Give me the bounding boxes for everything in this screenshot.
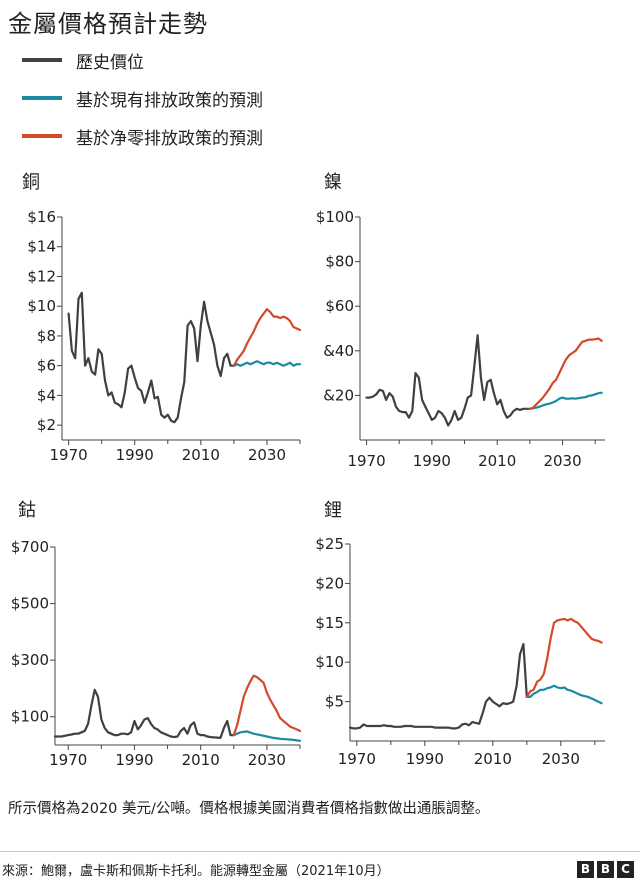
series-line-current-policy: [525, 684, 603, 705]
logo-letter-b1: B: [577, 861, 594, 878]
x-tick-label: 2010: [182, 751, 220, 769]
x-tick-label: 1970: [49, 751, 87, 769]
series-line-historical: [365, 334, 531, 427]
x-tick-label: 2010: [474, 750, 512, 768]
logo-letter-c: C: [617, 861, 634, 878]
y-tick-label: $2: [37, 416, 56, 434]
footnote: 所示價格為2020 美元/公噸。價格根據美國消費者價格指數做出通脹調整。: [8, 801, 490, 817]
legend-label-net-zero: 基於净零排放政策的預測: [76, 129, 263, 149]
x-tick-label: 2010: [478, 452, 516, 470]
nickel-chart: 鎳&20&40 $60 $80 $100 1970 1990 2010 2030: [316, 172, 605, 470]
x-tick-label: 2030: [248, 751, 286, 769]
series-line-net-zero: [528, 337, 603, 410]
x-tick-label: 2030: [542, 750, 580, 768]
y-tick-label: &20: [323, 386, 354, 404]
page-title: 金屬價格預計走勢: [8, 10, 208, 38]
divider: [0, 851, 640, 852]
panel-title: 鋰: [324, 500, 342, 521]
y-tick-label: $10: [27, 297, 56, 315]
series-line-historical: [67, 291, 235, 424]
y-tick-label: $6: [37, 357, 56, 375]
panel-title: 銅: [22, 172, 40, 193]
panel-title: 鎳: [324, 172, 342, 193]
legend-swatch-net-zero: [22, 134, 62, 138]
series-line-current-policy: [528, 391, 603, 410]
legend-label-historical: 歷史價位: [76, 53, 144, 73]
y-tick-label: $14: [27, 238, 56, 256]
x-tick-label: 1990: [115, 751, 153, 769]
x-tick-label: 1970: [338, 750, 376, 768]
y-tick-label: $16: [27, 208, 56, 226]
x-tick-label: 2030: [248, 446, 286, 464]
y-tick-label: $20: [315, 574, 344, 592]
y-tick-label: $100: [316, 208, 354, 226]
x-tick-label: 1970: [347, 452, 385, 470]
legend-swatch-historical: [22, 58, 62, 62]
copper-chart: 銅 $2 $4 $6 $8 $10 $12 $14 $16 1970 1990 2010 2030: [22, 172, 302, 464]
x-tick-label: 1970: [50, 446, 88, 464]
x-tick-label: 1990: [413, 452, 451, 470]
y-tick-label: $15: [315, 614, 344, 632]
y-tick-label: &40: [323, 342, 354, 360]
y-tick-label: $10: [315, 653, 344, 671]
cobalt-chart: 鈷 $100 $300 $500 $700 1970 1990 2010 2030: [11, 500, 302, 769]
series-line-historical: [53, 688, 235, 739]
x-tick-label: 2030: [543, 452, 581, 470]
y-tick-label: $80: [325, 253, 354, 271]
series-line-current-policy: [232, 730, 302, 742]
y-tick-label: $12: [27, 267, 56, 285]
x-tick-label: 2010: [182, 446, 220, 464]
panel-title: 鈷: [18, 500, 36, 521]
y-tick-label: $4: [37, 386, 56, 404]
x-tick-label: 1990: [406, 750, 444, 768]
y-tick-label: $5: [325, 693, 344, 711]
y-tick-label: $60: [325, 297, 354, 315]
logo-letter-b2: B: [597, 861, 614, 878]
y-tick-label: $8: [37, 327, 56, 345]
bbc-logo: B B C: [577, 861, 634, 878]
series-line-net-zero: [525, 617, 603, 698]
y-tick-label: $300: [11, 651, 49, 669]
series-line-historical: [348, 643, 528, 730]
legend-label-current-policy: 基於現有排放政策的預測: [76, 91, 263, 111]
lithium-chart: 鋰 $5 $10 $15 $20 $25 1970 1990 2010 2030: [315, 500, 605, 768]
series-line-current-policy: [232, 360, 302, 367]
series-line-net-zero: [232, 308, 302, 367]
y-tick-label: $500: [11, 595, 49, 613]
series-line-net-zero: [232, 674, 302, 737]
y-tick-label: $25: [315, 535, 344, 553]
y-tick-label: $700: [11, 538, 49, 556]
source-credit: 來源：鮑爾，盧卡斯和佩斯卡托利。能源轉型金屬（2021年10月）: [2, 864, 390, 879]
y-tick-label: $100: [11, 708, 49, 726]
legend-swatch-current-policy: [22, 96, 62, 100]
x-tick-label: 1990: [116, 446, 154, 464]
